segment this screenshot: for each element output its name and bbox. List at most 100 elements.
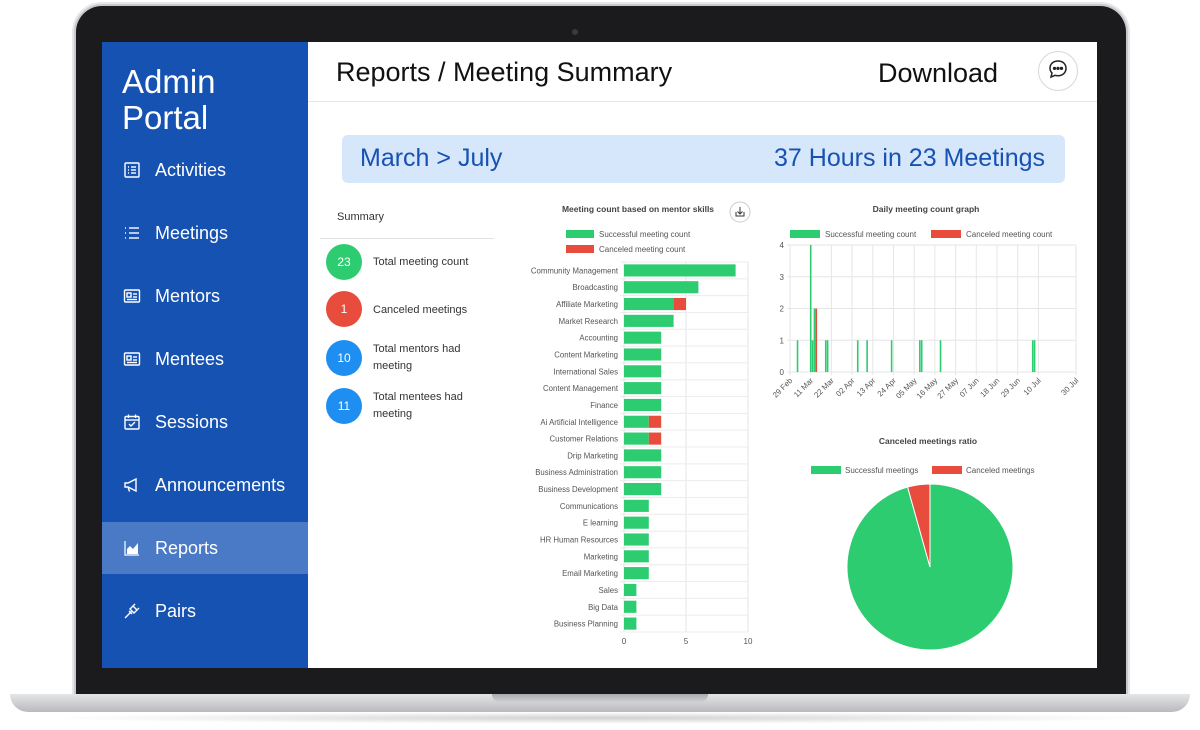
x-tick-label: 05 May (894, 376, 919, 401)
stat-mentees: 11 Total mentees had meeting (326, 388, 506, 428)
stat-label: Total meeting count (373, 256, 469, 268)
y-tick-label: 2 (780, 305, 785, 314)
legend-swatch-canceled (931, 230, 961, 238)
bar-successful (624, 264, 736, 277)
x-tick-label: 0 (622, 637, 627, 646)
bar-successful (624, 331, 662, 344)
summary-title: Summary (337, 211, 385, 223)
x-tick-label: 27 May (936, 376, 961, 401)
category-label: Business Administration (535, 468, 618, 477)
bar-successful (624, 533, 649, 546)
bar-successful (624, 314, 674, 327)
canceled-ratio-chart: Canceled meetings ratio Successful meeti… (811, 436, 1034, 651)
bar-successful (624, 583, 637, 597)
x-tick-label: 13 Apr (855, 376, 878, 399)
camera-icon (572, 29, 578, 35)
bar-successful (920, 340, 923, 372)
category-label: Drip Marketing (567, 451, 618, 460)
x-tick-label: 10 (744, 637, 753, 646)
bar-successful (1033, 340, 1036, 372)
chart-title: Canceled meetings ratio (879, 436, 977, 446)
download-chart-button[interactable] (729, 201, 751, 223)
category-label: Ai Artificial Intelligence (540, 418, 618, 427)
bar-successful (811, 340, 814, 372)
x-tick-label: 11 Mar (792, 376, 815, 399)
bar-successful (624, 617, 637, 630)
bar-successful (824, 340, 827, 372)
legend-swatch-successful (790, 230, 820, 238)
sidebar-item-reports[interactable]: Reports (102, 522, 308, 574)
x-tick-label: 07 Jun (958, 376, 981, 399)
screen: Admin Portal Activities Meetings Mentors… (102, 42, 1097, 668)
bar-successful (796, 340, 799, 372)
chat-button[interactable] (1038, 51, 1078, 91)
category-label: Content Marketing (554, 351, 618, 360)
y-tick-label: 0 (780, 368, 785, 377)
sidebar-item-label: Reports (155, 537, 219, 558)
legend-swatch-canceled (932, 466, 962, 474)
sidebar-item-meetings[interactable]: Meetings (102, 207, 308, 259)
bar-successful (624, 550, 649, 563)
bar-successful (624, 415, 649, 428)
y-tick-label: 4 (780, 241, 785, 250)
bar-successful (919, 340, 921, 372)
category-label: Customer Relations (550, 435, 619, 444)
y-tick-label: 1 (780, 336, 785, 345)
hours-summary: 37 Hours in 23 Meetings (774, 144, 1045, 172)
x-tick-label: 16 May (915, 376, 940, 401)
legend-label-successful: Successful meeting count (825, 230, 917, 239)
sidebar-item-activities[interactable]: Activities (102, 144, 308, 196)
legend-label-canceled: Canceled meeting count (599, 245, 686, 254)
laptop-base (10, 694, 1190, 712)
sidebar-item-mentors[interactable]: Mentors (102, 270, 308, 322)
chart-title: Daily meeting count graph (873, 204, 980, 214)
stat-canceled-meetings: 1 Canceled meetings (326, 291, 506, 331)
sidebar-item-label: Mentors (155, 285, 221, 306)
id-card-icon (122, 286, 142, 306)
sidebar-item-announcements[interactable]: Announcements (102, 459, 308, 511)
x-tick-label: 30 Jul (1059, 376, 1080, 397)
stat-badge: 1 (326, 291, 362, 327)
category-label: Business Planning (554, 620, 618, 629)
bar-successful (624, 449, 662, 462)
category-label: E learning (583, 519, 618, 528)
sidebar-item-label: Activities (155, 159, 227, 180)
category-label: Affiliate Marketing (556, 300, 618, 309)
bar-successful (624, 567, 649, 580)
bar-successful (624, 297, 674, 311)
download-button[interactable]: Download (878, 58, 999, 88)
date-range: March > July (360, 144, 503, 172)
category-label: HR Human Resources (540, 536, 618, 545)
x-tick-label: 18 Jun (978, 376, 1001, 399)
list-icon (122, 223, 142, 243)
legend-swatch-canceled (566, 245, 594, 253)
y-tick-label: 3 (780, 273, 785, 282)
chat-bubble-icon (1047, 58, 1069, 85)
megaphone-icon (122, 475, 142, 495)
legend-label-successful: Successful meetings (845, 466, 918, 475)
plug-icon (122, 601, 142, 621)
laptop-shadow (40, 712, 1160, 724)
calendar-check-icon (122, 412, 142, 432)
brand-title: Admin Portal (122, 63, 216, 136)
bar-successful (809, 245, 812, 372)
sidebar-item-sessions[interactable]: Sessions (102, 396, 308, 448)
bar-successful (624, 382, 662, 395)
stat-label: Total mentors had meeting (373, 343, 461, 372)
list-box-icon (122, 160, 142, 180)
daily-meeting-chart: Daily meeting count graph Successful mee… (771, 204, 1081, 401)
category-label: Big Data (588, 603, 619, 612)
laptop-notch (492, 694, 708, 702)
x-tick-label: 22 Mar (812, 376, 836, 400)
legend-swatch-successful (811, 466, 841, 474)
sidebar-item-mentees[interactable]: Mentees (102, 333, 308, 385)
sidebar-item-label: Sessions (155, 411, 229, 432)
legend-swatch-successful (566, 230, 594, 238)
sidebar-item-pairs[interactable]: Pairs (102, 585, 308, 637)
mentor-skills-chart: Meeting count based on mentor skills Suc… (531, 201, 753, 646)
bar-canceled (648, 415, 662, 428)
bar-successful (624, 348, 662, 361)
bar-canceled (815, 308, 817, 372)
legend-label-successful: Successful meeting count (599, 230, 691, 239)
bar-successful (826, 340, 829, 372)
